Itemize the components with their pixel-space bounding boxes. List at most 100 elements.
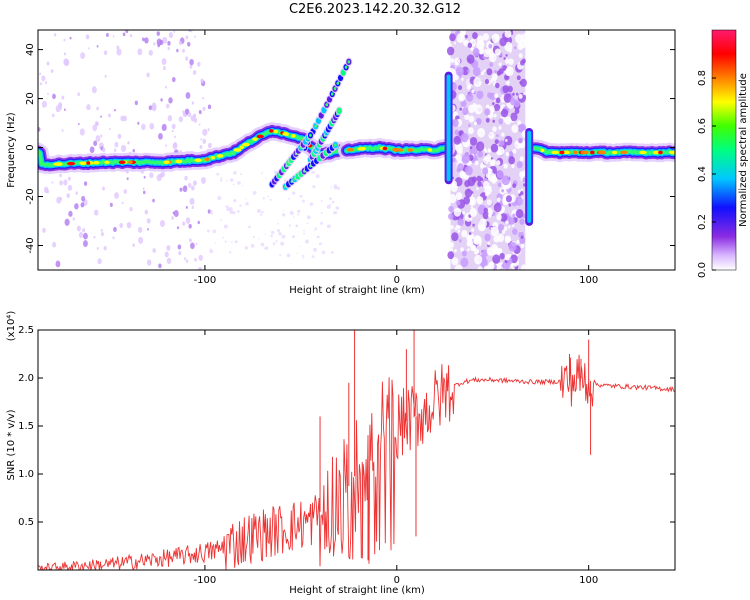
noise-band-speckle — [461, 229, 468, 238]
background-speckle — [59, 104, 62, 108]
background-speckle — [109, 202, 113, 207]
background-speckle — [129, 206, 133, 212]
background-speckle — [333, 184, 338, 189]
background-speckle — [159, 219, 166, 228]
background-speckle — [207, 104, 212, 110]
background-speckle — [191, 101, 195, 105]
noise-band-speckle — [448, 213, 454, 220]
background-speckle — [306, 215, 311, 220]
background-speckle — [173, 30, 176, 34]
noise-band-speckle — [507, 85, 513, 93]
trace-hotspot — [562, 150, 570, 155]
background-speckle — [61, 129, 64, 132]
background-speckle — [68, 210, 73, 217]
noise-band-speckle — [482, 167, 489, 175]
background-speckle — [264, 246, 269, 250]
noise-band-speckle — [493, 235, 500, 243]
noise-band-speckle — [486, 247, 494, 256]
background-speckle — [159, 39, 164, 46]
noise-band-speckle — [457, 225, 461, 230]
noise-band-speckle — [468, 232, 472, 236]
noise-band-speckle — [501, 132, 505, 137]
background-speckle — [280, 241, 285, 246]
background-speckle — [127, 140, 130, 145]
background-speckle — [326, 224, 331, 229]
trace-hotspot — [242, 142, 250, 147]
noise-band-speckle — [504, 254, 510, 261]
noise-band-speckle — [519, 171, 525, 178]
noise-band-speckle — [473, 248, 480, 255]
background-speckle — [167, 115, 173, 122]
noise-band-speckle — [449, 33, 456, 42]
upper-branch — [325, 103, 329, 107]
bottom-y-tick-label: 0.5 — [18, 517, 34, 528]
noise-band-speckle — [504, 30, 512, 38]
noise-band-speckle — [494, 69, 497, 74]
background-speckle — [270, 230, 275, 235]
top-y-tick-label: 40 — [25, 43, 36, 56]
trace-hotspot — [590, 150, 595, 155]
noise-band-speckle — [500, 108, 509, 118]
trace-hotspot — [128, 160, 133, 165]
trace-hotspot — [407, 148, 414, 152]
background-speckle — [192, 180, 197, 186]
background-speckle — [272, 242, 276, 246]
background-speckle — [302, 256, 305, 259]
noise-band-speckle — [490, 226, 499, 237]
background-speckle — [185, 217, 191, 224]
background-speckle — [82, 240, 88, 248]
background-speckle — [190, 242, 195, 250]
background-speckle — [164, 85, 167, 89]
background-speckle — [41, 100, 47, 108]
background-speckle — [113, 148, 117, 152]
noise-band-speckle — [467, 127, 474, 135]
noise-band-speckle — [463, 196, 471, 205]
background-speckle — [178, 116, 183, 123]
noise-band-speckle — [490, 143, 499, 153]
noise-band-speckle — [451, 157, 456, 163]
bottom-x-axis-label: Height of straight line (km) — [289, 585, 425, 596]
noise-band-speckle — [457, 163, 464, 171]
noise-band-speckle — [447, 251, 455, 260]
trace-hotspot — [620, 150, 628, 155]
noise-band-speckle — [493, 113, 497, 118]
background-speckle — [259, 213, 263, 216]
background-speckle — [185, 259, 189, 263]
noise-band-speckle — [508, 203, 512, 207]
noise-band-speckle — [477, 150, 484, 158]
noise-band-speckle — [458, 93, 466, 102]
noise-band-speckle — [514, 108, 520, 115]
trace-hotspot — [118, 160, 126, 165]
noise-band-speckle — [473, 121, 477, 126]
noise-band-speckle — [515, 92, 519, 96]
background-speckle — [329, 203, 332, 206]
upper-branch — [333, 87, 337, 91]
bottom-y-tick-label: 1.5 — [18, 421, 34, 432]
vertical-streak-core — [446, 74, 451, 182]
background-speckle — [182, 221, 186, 226]
background-speckle — [252, 236, 255, 239]
background-speckle — [303, 232, 306, 235]
background-speckle — [50, 69, 54, 73]
noise-band-speckle — [464, 113, 470, 120]
bottom-y-tick-label: 2.0 — [18, 373, 34, 384]
background-speckle — [176, 226, 180, 230]
noise-band-speckle — [514, 46, 517, 50]
noise-band-speckle — [497, 182, 502, 188]
noise-band-speckle — [489, 106, 495, 113]
noise-band-speckle — [486, 199, 492, 206]
background-speckle — [202, 128, 208, 136]
background-speckle — [52, 113, 55, 118]
background-speckle — [119, 222, 123, 229]
background-speckle — [241, 185, 243, 187]
background-speckle — [320, 212, 323, 215]
noise-band-speckle — [455, 200, 461, 206]
background-speckle — [91, 86, 97, 94]
noise-band-speckle — [496, 149, 502, 156]
noise-band-speckle — [483, 49, 491, 58]
trace-hotspot — [582, 150, 589, 155]
background-speckle — [184, 175, 188, 181]
background-speckle — [297, 209, 301, 213]
background-speckle — [116, 45, 120, 50]
background-speckle — [93, 140, 98, 147]
